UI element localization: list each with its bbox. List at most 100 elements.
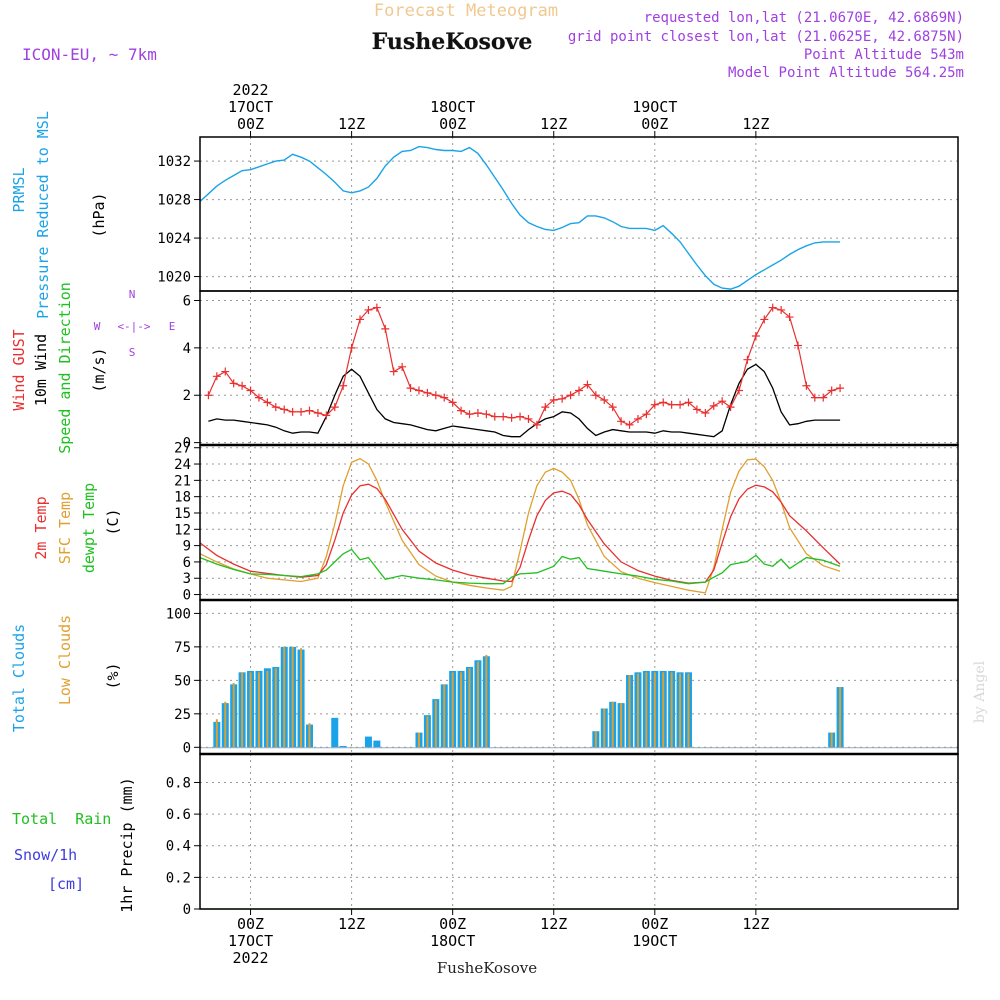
time-label-top: 12Z — [742, 115, 769, 133]
temp-ytick-label: 21 — [174, 473, 191, 489]
gust-marker — [793, 341, 802, 350]
low-cloud-bar — [249, 672, 252, 748]
temp-ytick-label: 24 — [174, 457, 191, 473]
compass-arrow: <-|-> — [117, 320, 150, 333]
low-cloud-bar — [662, 672, 665, 748]
gust-marker — [448, 398, 457, 407]
gust-marker — [701, 409, 710, 418]
gust-marker — [549, 395, 558, 404]
gust-marker — [440, 393, 449, 402]
gust-marker — [490, 412, 499, 421]
wind-gust-label: Wind GUST — [10, 329, 28, 410]
temp-ytick-label: 6 — [183, 555, 191, 571]
temp-ytick-label: 15 — [174, 506, 191, 522]
precip-axis-label: 1hr Precip (mm) — [118, 777, 136, 912]
gust-marker — [676, 400, 685, 409]
pressure-ytick-label: 1032 — [157, 154, 191, 170]
point-altitude: Point Altitude 543m — [804, 47, 964, 63]
dewpt-label: dewpt Temp — [80, 483, 98, 573]
low-cloud-bar — [670, 672, 673, 748]
gust-marker — [457, 406, 466, 415]
wind-ytick-label: 4 — [183, 341, 191, 357]
t2m-line — [199, 483, 841, 584]
gust-marker — [204, 391, 213, 400]
snow-unit: [cm] — [48, 875, 84, 893]
time-label-top: 18OCT — [430, 98, 475, 116]
wind-panel-frame — [199, 290, 959, 446]
gust-marker — [532, 420, 541, 429]
gust-marker — [836, 384, 845, 393]
gust-marker — [305, 406, 314, 415]
gust-marker — [423, 388, 432, 397]
clouds-ytick-label: 50 — [174, 673, 191, 689]
low-cloud-bar — [443, 684, 446, 748]
time-label-bottom: 00Z — [439, 915, 466, 933]
frame-layer — [199, 136, 959, 910]
t2m-label: 2m Temp — [32, 496, 50, 559]
low-cloud-bar — [291, 646, 294, 748]
time-label-bottom: 00Z — [641, 915, 668, 933]
pressure-ytick-label: 1020 — [157, 270, 191, 286]
gust-marker — [499, 412, 508, 421]
low-cloud-bar — [839, 687, 842, 748]
time-label-bottom: 19OCT — [632, 932, 677, 950]
gust-marker — [271, 403, 280, 412]
sfc-temp-label: SFC Temp — [56, 492, 74, 564]
gust-marker — [297, 407, 306, 416]
compass-east: E — [169, 320, 176, 333]
low-cloud-bar — [476, 661, 479, 748]
precip-ytick-label: 0.2 — [166, 870, 191, 886]
gust-marker — [583, 380, 592, 389]
low-cloud-bar — [434, 700, 437, 748]
gust-marker — [709, 401, 718, 410]
gust-marker — [406, 384, 415, 393]
time-label-bottom: 18OCT — [430, 932, 475, 950]
gust-marker — [238, 381, 247, 390]
gust-marker — [524, 414, 533, 423]
gust-marker — [381, 324, 390, 333]
gust-marker — [473, 409, 482, 418]
station-title: FusheKosove — [372, 29, 533, 55]
gust-marker — [322, 411, 331, 420]
low-cloud-bar — [274, 668, 277, 748]
gust-marker — [347, 343, 356, 352]
precip-ytick-label: 0.8 — [166, 775, 191, 791]
gust-marker — [633, 414, 642, 423]
temp-ytick-label: 9 — [183, 539, 191, 555]
gust-marker — [482, 410, 491, 419]
gust-marker — [558, 394, 567, 403]
gust-marker — [819, 393, 828, 402]
pressure-unit: (hPa) — [90, 192, 108, 237]
gust-marker — [356, 315, 365, 324]
gust-marker — [827, 386, 836, 395]
time-label-top: 2022 — [232, 81, 268, 99]
gust-marker — [785, 313, 794, 322]
precip-ytick-label: 0.4 — [166, 839, 191, 855]
watermark: by Angel — [972, 660, 988, 723]
gust-marker — [254, 393, 263, 402]
pressure-ytick-label: 1024 — [157, 231, 191, 247]
grid-layer — [200, 137, 958, 910]
wind-unit: (m/s) — [90, 347, 108, 392]
sfc-temp-line — [199, 457, 841, 594]
low-cloud-bar — [830, 732, 833, 748]
low-cloud-bar — [620, 703, 623, 748]
gust-marker — [591, 391, 600, 400]
gust-marker — [507, 413, 516, 422]
clouds-unit: (%) — [104, 662, 122, 689]
temp-ytick-label: 0 — [183, 588, 191, 604]
temp-unit: (C) — [104, 508, 122, 535]
dewpt-line — [199, 548, 841, 585]
gust-marker — [389, 367, 398, 376]
low-cloud-bar — [283, 646, 286, 748]
total-cloud-bar — [339, 745, 347, 748]
gust-marker — [229, 379, 238, 388]
gust-marker — [692, 405, 701, 414]
low-cloud-bar — [300, 648, 303, 748]
time-label-top: 19OCT — [632, 98, 677, 116]
time-label-top: 00Z — [439, 115, 466, 133]
compass-south: S — [129, 346, 136, 359]
prmsl-label: PRMSL — [10, 167, 28, 212]
low-cloud-bar — [426, 716, 429, 748]
